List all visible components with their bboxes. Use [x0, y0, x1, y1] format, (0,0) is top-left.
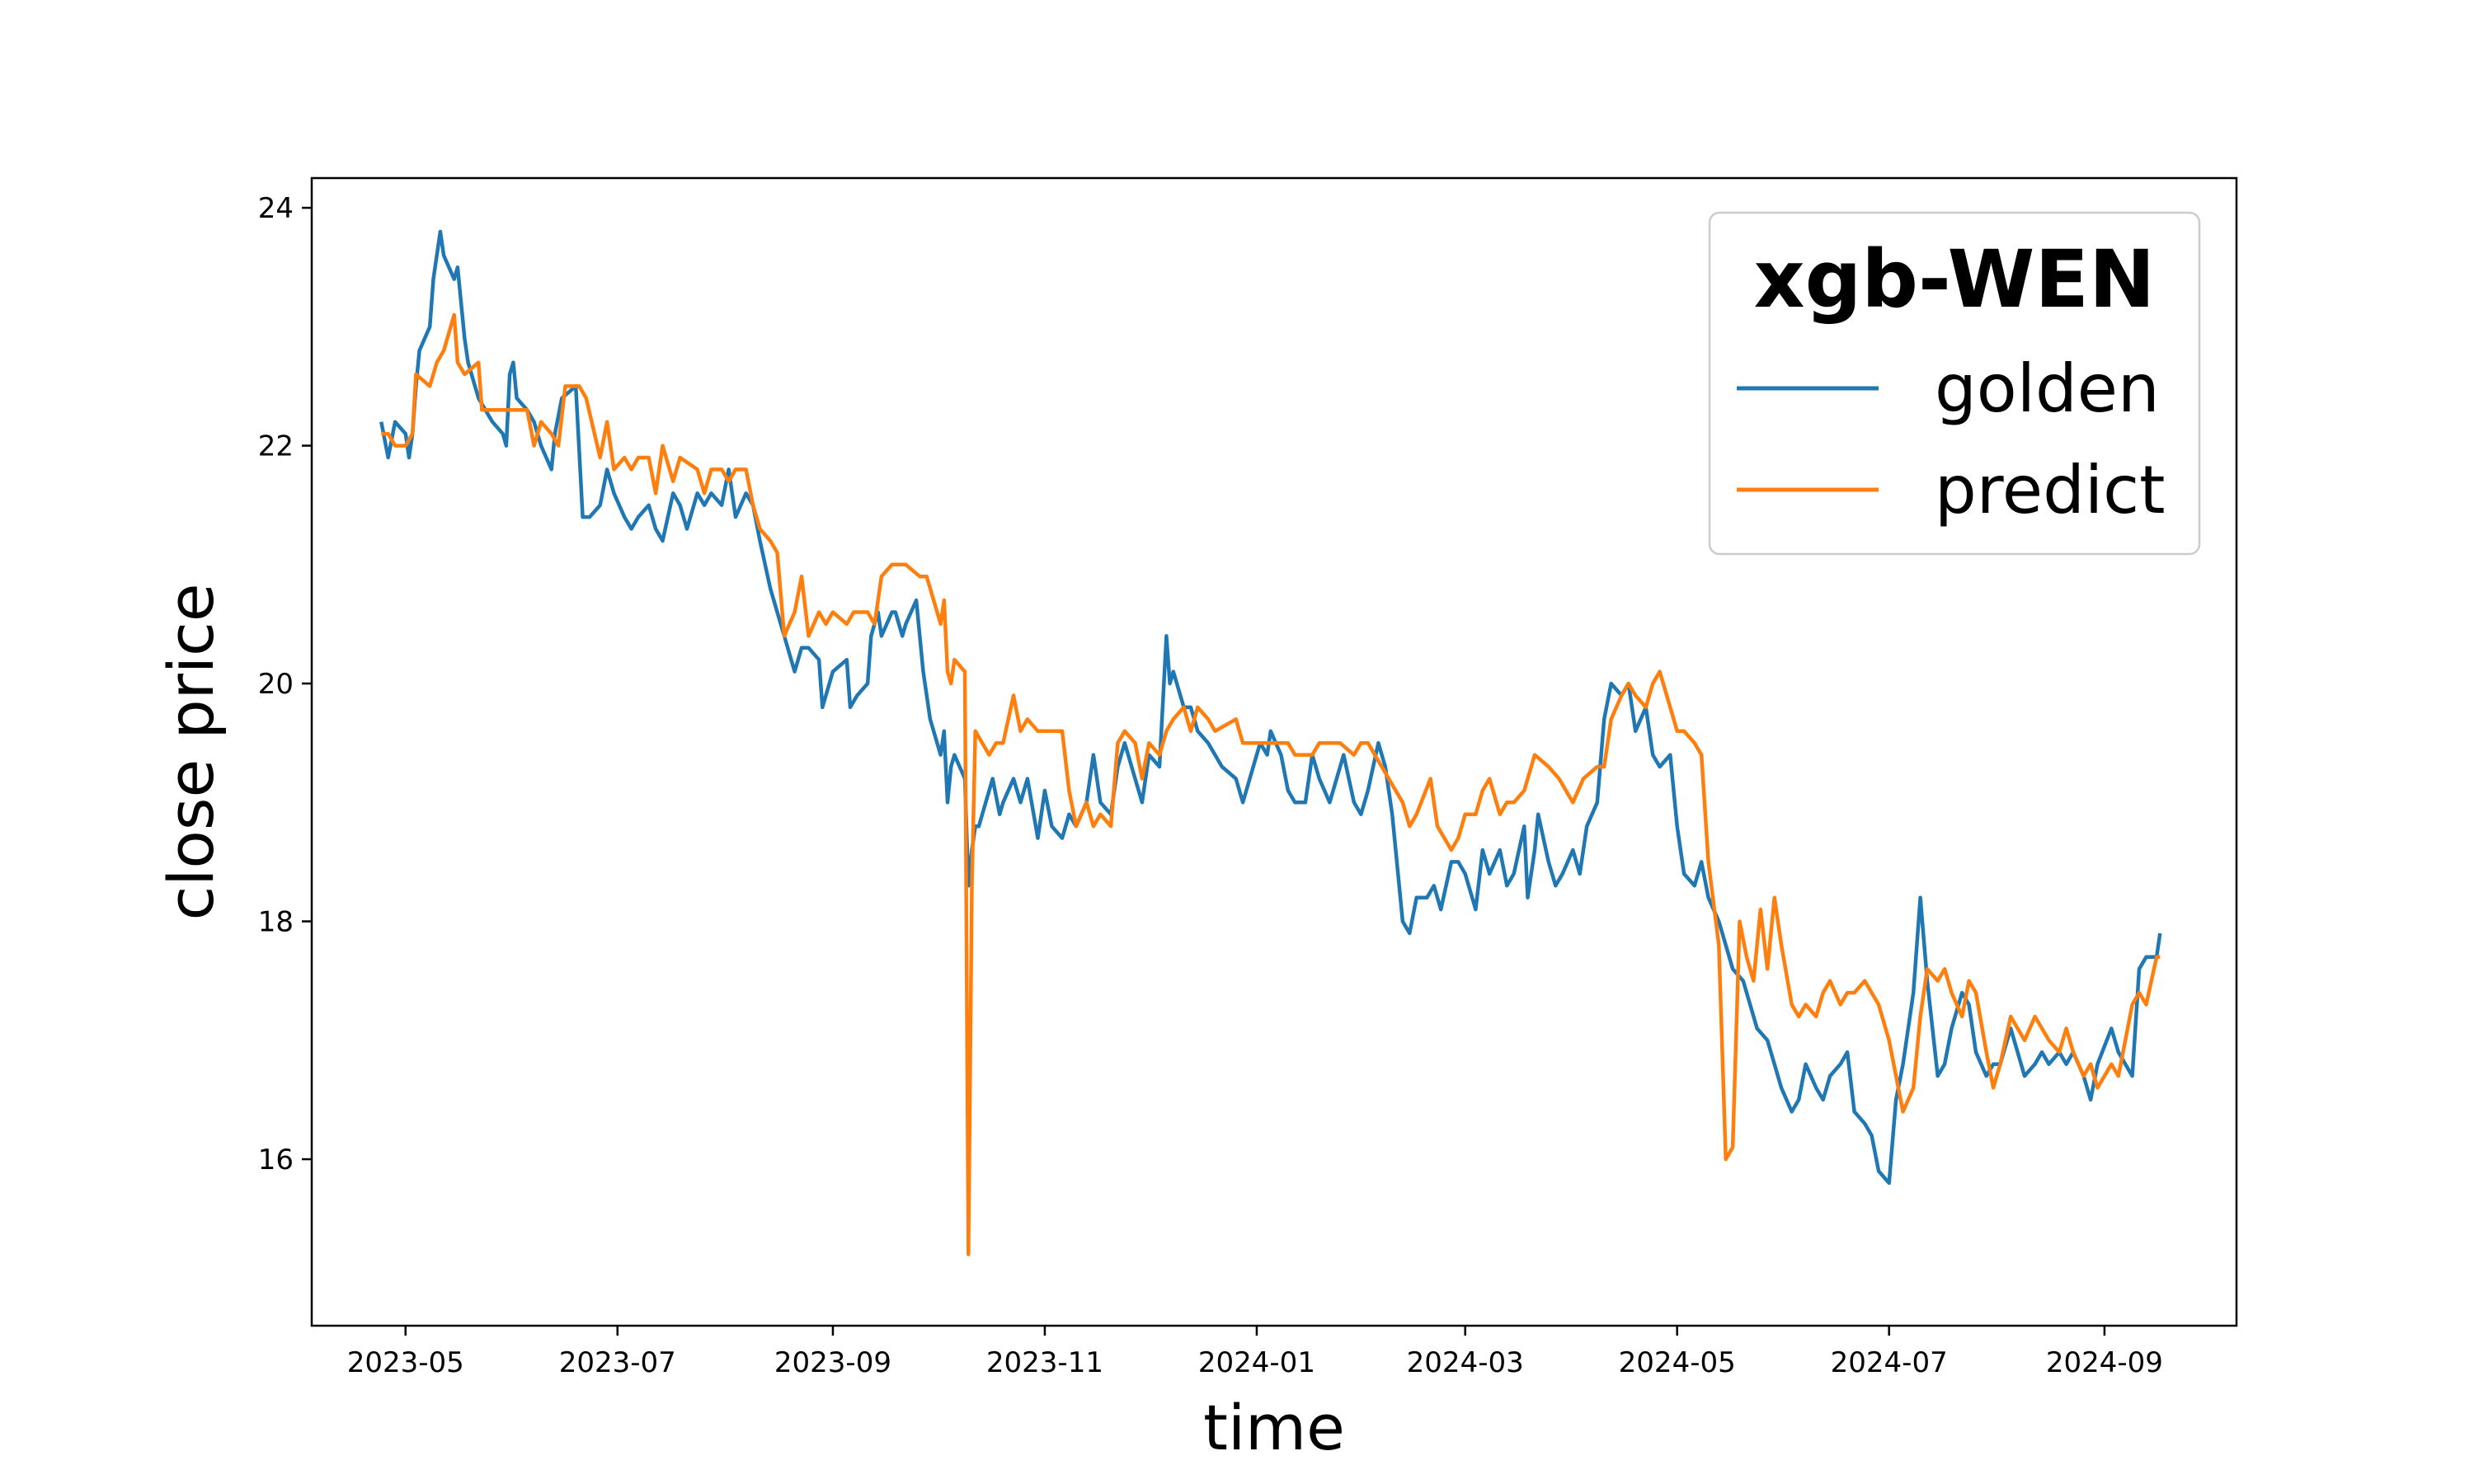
y-axis-label: close price [154, 583, 228, 920]
y-tick-label: 16 [258, 1144, 294, 1176]
legend-box [1708, 211, 2201, 556]
x-axis-ticks: 2023-05 2023-07 2023-09 2023-11 2024-01 2024-… [347, 1326, 2163, 1379]
y-tick-label: 18 [258, 906, 294, 939]
legend-label-golden: golden [1935, 350, 2160, 427]
plot-frame [310, 176, 2238, 1327]
y-tick-label: 22 [258, 430, 294, 463]
x-tick-label: 2023-05 [347, 1346, 464, 1379]
x-tick-label: 2024-03 [1407, 1346, 1524, 1379]
x-tick-label: 2023-09 [774, 1346, 891, 1379]
y-axis-ticks: 16 18 20 22 24 [258, 192, 312, 1176]
series-line-golden [379, 229, 2162, 1186]
y-tick-label: 24 [258, 192, 294, 225]
x-tick-label: 2024-05 [1619, 1346, 1736, 1379]
x-tick-label: 2023-07 [559, 1346, 676, 1379]
legend-label-predict: predict [1935, 452, 2166, 528]
x-tick-label: 2024-09 [2046, 1346, 2163, 1379]
series-line-predict [381, 312, 2161, 1256]
series-lines [379, 229, 2162, 1256]
x-tick-label: 2024-01 [1198, 1346, 1315, 1379]
x-axis-label: time [1203, 1391, 1345, 1464]
x-tick-label: 2024-07 [1831, 1346, 1948, 1379]
x-tick-label: 2023-11 [986, 1346, 1103, 1379]
legend: xgb-WEN golden predict [1708, 211, 2201, 556]
y-tick-label: 20 [258, 668, 294, 701]
legend-title: xgb-WEN [1754, 233, 2156, 326]
